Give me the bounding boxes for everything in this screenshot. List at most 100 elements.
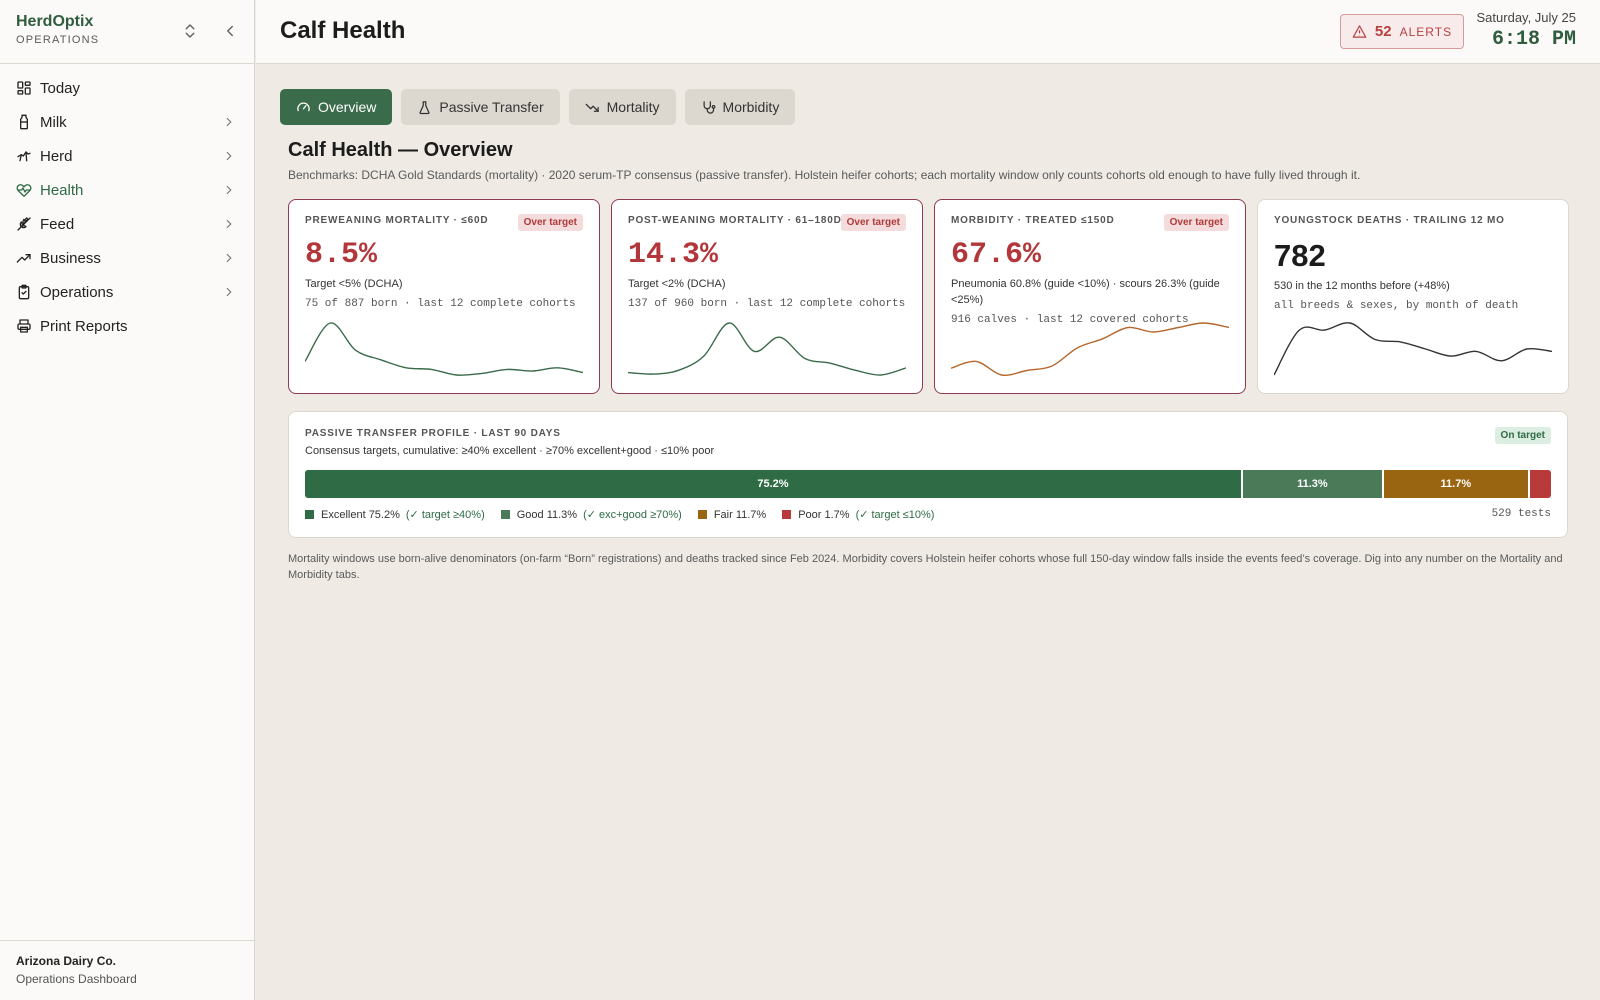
alerts-label: ALERTS (1399, 24, 1453, 39)
current-time: 6:18 PM (1491, 28, 1576, 51)
legend-label: Excellent 75.2% (321, 508, 400, 521)
trend-up-icon (16, 250, 32, 266)
brand-subtitle: OPERATIONS (16, 34, 100, 46)
grid-icon (16, 80, 32, 96)
brand-name: HerdOptix (16, 13, 94, 30)
stacked-bar: 75.2% 11.3% 11.7% (305, 470, 1551, 498)
printer-icon (16, 318, 32, 334)
card-label: YOUNGSTOCK DEATHS · TRAILING 12 MO (1274, 215, 1505, 226)
card-target: Pneumonia 60.8% (guide <10%) · scours 26… (951, 278, 1220, 306)
trend-down-icon (585, 103, 599, 112)
brand-header: HerdOptix OPERATIONS (0, 0, 254, 64)
sidebar-item-label: Today (40, 79, 81, 97)
sidebar-item-business[interactable]: Business (0, 241, 254, 275)
sidebar-nav: Today Milk Herd Health Feed Business (0, 64, 254, 343)
bar-segment-fair: 11.7% (1383, 470, 1530, 498)
legend-item-excellent: Excellent 75.2% (✓ target ≥40%) (305, 508, 485, 521)
kpi-card-post-weaning-mortality[interactable]: POST-WEANING MORTALITY · 61–180D Over ta… (611, 199, 923, 394)
card-value: 782 (1274, 238, 1326, 273)
sparkline-path (305, 322, 583, 376)
chevron-right-icon (222, 251, 236, 265)
sidebar-item-label: Print Reports (40, 317, 128, 335)
card-value: 8.5% (305, 238, 378, 272)
card-label: POST-WEANING MORTALITY · 61–180D (628, 215, 842, 226)
status-badge: Over target (517, 214, 583, 231)
tab-label: Passive Transfer (439, 99, 544, 115)
status-badge: Over target (1163, 214, 1229, 231)
card-label: MORBIDITY · TREATED ≤150D (951, 215, 1115, 226)
alerts-button[interactable]: 52 ALERTS (1340, 14, 1464, 49)
sidebar-item-label: Business (40, 249, 101, 267)
bar-segment-good: 11.3% (1242, 470, 1384, 498)
test-count: 529 tests (1491, 508, 1551, 520)
sidebar-item-today[interactable]: Today (0, 71, 254, 105)
tab-morbidity[interactable]: Morbidity (684, 89, 796, 125)
legend: Excellent 75.2% (✓ target ≥40%) Good 11.… (305, 508, 950, 521)
card-target: Target <5% (DCHA) (305, 278, 403, 290)
sidebar-item-label: Herd (40, 147, 73, 165)
card-value: 67.6% (951, 238, 1042, 272)
heart-pulse-icon (16, 182, 32, 198)
page-title: Calf Health (280, 17, 406, 44)
bar-segment-excellent: 75.2% (305, 470, 1243, 498)
farm-name: Arizona Dairy Co. (16, 954, 117, 968)
legend-item-good: Good 11.3% (✓ exc+good ≥70%) (500, 508, 682, 521)
cow-icon (16, 148, 32, 164)
sidebar-item-label: Feed (40, 215, 75, 233)
legend-swatch (500, 510, 510, 519)
top-header: Calf Health 52 ALERTS Saturday, July 25 … (256, 0, 1600, 64)
footnote: Mortality windows use born-alive denomin… (288, 553, 1563, 581)
tab-bar: Overview Passive Transfer Mortality Morb… (280, 89, 804, 125)
sparkline-path (628, 322, 906, 376)
legend-swatch (782, 510, 792, 519)
legend-item-poor: Poor 1.7% (✓ target ≤10%) (782, 508, 934, 521)
kpi-card-morbidity[interactable]: MORBIDITY · TREATED ≤150D Over target 67… (934, 199, 1246, 394)
sparkline (951, 322, 1229, 376)
sidebar-item-label: Health (40, 181, 84, 199)
kpi-card-youngstock-deaths[interactable]: YOUNGSTOCK DEATHS · TRAILING 12 MO 782 5… (1257, 199, 1569, 394)
legend-label: Poor 1.7% (798, 508, 850, 521)
sidebar-item-label: Operations (40, 283, 114, 301)
sidebar-item-health[interactable]: Health (0, 173, 254, 207)
panel-description: Consensus targets, cumulative: ≥40% exce… (305, 445, 715, 457)
clipboard-icon (16, 284, 32, 300)
sidebar-item-print-reports[interactable]: Print Reports (0, 309, 254, 343)
legend-label: Good 11.3% (516, 508, 578, 521)
panel-label: PASSIVE TRANSFER PROFILE · LAST 90 DAYS (305, 428, 561, 439)
bottle-icon (16, 114, 32, 130)
passive-transfer-panel[interactable]: PASSIVE TRANSFER PROFILE · LAST 90 DAYS … (288, 411, 1568, 538)
chevron-right-icon (222, 285, 236, 299)
sidebar-item-milk[interactable]: Milk (0, 105, 254, 139)
chevron-right-icon (222, 115, 236, 129)
warning-icon (1352, 25, 1367, 38)
kpi-card-preweaning-mortality[interactable]: PREWEANING MORTALITY · ≤60D Over target … (288, 199, 600, 394)
legend-swatch (305, 510, 314, 519)
chevron-right-icon (222, 149, 236, 163)
status-badge: On target (1494, 427, 1551, 444)
chevron-right-icon (222, 217, 236, 231)
collapse-sidebar-icon[interactable] (221, 22, 239, 40)
sparkline-path (1274, 322, 1552, 376)
tab-mortality[interactable]: Mortality (568, 89, 676, 125)
alerts-count: 52 (1374, 23, 1392, 40)
dashboard-name: Operations Dashboard (16, 972, 137, 986)
sidebar-item-feed[interactable]: Feed (0, 207, 254, 241)
sidebar-item-herd[interactable]: Herd (0, 139, 254, 173)
sparkline (305, 322, 583, 376)
tab-overview[interactable]: Overview (280, 89, 393, 125)
legend-label: Fair 11.7% (713, 508, 767, 521)
legend-check: (✓ target ≤10%) (855, 509, 935, 521)
sparkline (628, 322, 906, 376)
card-target: Target <2% (DCHA) (628, 278, 726, 290)
switch-workspace-icon[interactable] (181, 22, 199, 40)
card-meta: 916 calves · last 12 covered cohorts (951, 314, 1189, 326)
sidebar: HerdOptix OPERATIONS Today Milk Herd Hea… (0, 0, 255, 1000)
section-title: Calf Health — Overview (288, 139, 513, 161)
flask-icon (419, 100, 430, 114)
sidebar-item-operations[interactable]: Operations (0, 275, 254, 309)
tab-passive-transfer[interactable]: Passive Transfer (401, 89, 560, 125)
legend-swatch (697, 510, 707, 519)
wheat-icon (16, 216, 32, 232)
tab-label: Overview (318, 99, 377, 115)
status-badge: Over target (840, 214, 906, 231)
